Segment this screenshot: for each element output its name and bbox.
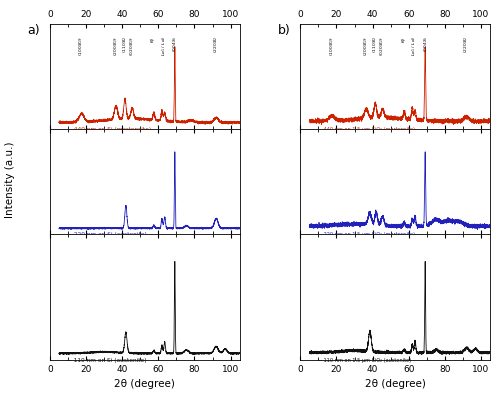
Text: — 110 nm on 1.5 μm SiO₂ (austenite): — 110 nm on 1.5 μm SiO₂ (austenite)	[316, 358, 410, 363]
Text: (004)$_{Si}$: (004)$_{Si}$	[422, 36, 430, 52]
Text: b): b)	[278, 24, 290, 37]
Text: (220)$_{B2}$: (220)$_{B2}$	[462, 36, 470, 54]
Text: $L\alpha_1$ / $L\alpha_2$: $L\alpha_1$ / $L\alpha_2$	[410, 36, 418, 56]
Text: (110)$_{B2}$: (110)$_{B2}$	[372, 36, 379, 54]
Text: $K_{\beta}$: $K_{\beta}$	[150, 36, 158, 43]
Text: (220)$_{B2}$: (220)$_{B2}$	[212, 36, 220, 54]
Text: — 220 nm on Si (austenite): — 220 nm on Si (austenite)	[66, 232, 147, 237]
Text: (020)$_{B19'}$: (020)$_{B19'}$	[128, 36, 136, 56]
Text: (100)$_{B19'}$: (100)$_{B19'}$	[78, 36, 86, 56]
Text: $K_{\beta}$: $K_{\beta}$	[400, 36, 408, 43]
Text: (110)$_{B2}$: (110)$_{B2}$	[121, 36, 129, 54]
Text: $L\alpha_1$ / $L\alpha_2$: $L\alpha_1$ / $L\alpha_2$	[160, 36, 168, 56]
Text: — 220 nm on 1.5 μm SiO₂ (martensite): — 220 nm on 1.5 μm SiO₂ (martensite)	[316, 232, 414, 237]
Text: — 110 nm on Si (austenite): — 110 nm on Si (austenite)	[66, 358, 147, 363]
Text: — 440 nm on 1.5 μm SiO₂ (martensite): — 440 nm on 1.5 μm SiO₂ (martensite)	[316, 127, 414, 132]
Text: (100)$_{B19'}$: (100)$_{B19'}$	[328, 36, 336, 56]
X-axis label: 2θ (degree): 2θ (degree)	[364, 380, 426, 390]
Text: Intensity (a.u.): Intensity (a.u.)	[5, 142, 15, 218]
Text: (200)$_{B19'}$: (200)$_{B19'}$	[362, 36, 370, 56]
X-axis label: 2θ (degree): 2θ (degree)	[114, 380, 176, 390]
Text: (004)$_{Si}$: (004)$_{Si}$	[172, 36, 179, 52]
Text: (020)$_{B19'}$: (020)$_{B19'}$	[378, 36, 386, 56]
Text: — 440 nm on Si (martensite): — 440 nm on Si (martensite)	[66, 127, 152, 132]
Text: a): a)	[27, 24, 40, 37]
Text: (200)$_{B19'}$: (200)$_{B19'}$	[112, 36, 120, 56]
